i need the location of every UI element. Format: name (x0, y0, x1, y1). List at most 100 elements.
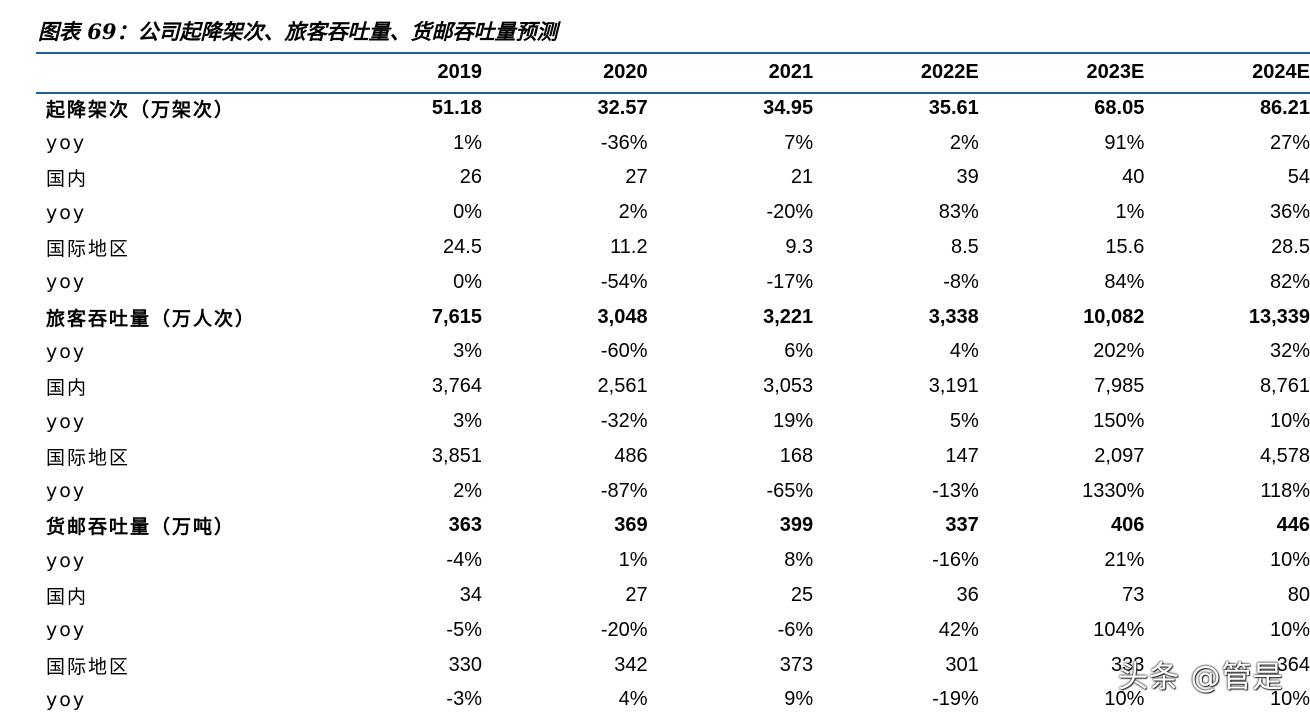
table-cell: 1% (453, 131, 482, 154)
table-row: 国内 3,764 2,561 3,053 3,191 7,985 8,761 (36, 369, 1310, 404)
table-cell: 83% (938, 201, 979, 224)
table-cell: -8% (943, 270, 979, 293)
table-cell: -19% (932, 688, 979, 711)
table-row: 货邮吞吐量（万吨） 363 369 399 337 406 446 (36, 509, 1310, 544)
table-cell: 7,615 (431, 305, 482, 328)
table-cell: 8.5 (950, 236, 979, 259)
row-label: yoy (46, 619, 87, 642)
table-body: 起降架次（万架次） 51.18 32.57 34.95 35.61 68.05 86.21 y… (36, 91, 1310, 717)
table-cell: 39 (956, 166, 979, 189)
header-cell (36, 53, 341, 91)
table-cell: 26 (459, 166, 482, 189)
table-cell: 84% (1104, 270, 1145, 293)
table-cell: 2,561 (597, 375, 648, 398)
table-cell: 27% (1269, 131, 1310, 154)
table-row: yoy 0% -54% -17% -8% 84% 82% (36, 265, 1310, 300)
table-cell: 3,191 (928, 375, 979, 398)
table-cell: 202% (1093, 340, 1145, 363)
table-cell: 34 (459, 584, 482, 607)
table-cell: 21% (1104, 549, 1145, 572)
table-cell: 34.95 (763, 96, 814, 119)
row-label: yoy (46, 340, 87, 363)
table-cell: 6% (784, 340, 814, 363)
table-cell: 32% (1269, 340, 1310, 363)
table-cell: 10,082 (1083, 305, 1145, 328)
table-cell: 10% (1104, 688, 1145, 711)
row-label: 国内 (46, 168, 89, 191)
table-cell: 1% (618, 549, 648, 572)
table-cell: 301 (945, 653, 979, 676)
table-cell: -3% (446, 688, 482, 711)
forecast-table: 2019 2020 2021 2022E 2023E 2024E 起降架次（万架… (36, 53, 1310, 717)
table-cell: 73 (1122, 584, 1145, 607)
table-cell: 13,339 (1248, 305, 1310, 328)
table-cell: 2,097 (1094, 444, 1145, 467)
row-label: 国际地区 (46, 238, 131, 261)
header-cell: 2020 (603, 60, 648, 83)
table-title: 图表 69：公司起降架次、旅客吞吐量、货邮吞吐量预测 (38, 19, 558, 44)
table-row: 国际地区 330 342 373 301 333 364 (36, 648, 1310, 683)
table-cell: 446 (1276, 514, 1310, 537)
table-cell: 91% (1104, 131, 1145, 154)
table-cell: 51.18 (431, 96, 482, 119)
row-label: 国际地区 (46, 446, 131, 469)
header-row: 2019 2020 2021 2022E 2023E 2024E (36, 53, 1310, 91)
table-cell: 369 (614, 514, 648, 537)
table-cell: 19% (773, 410, 814, 433)
table-cell: 486 (614, 444, 648, 467)
table-row: 旅客吞吐量（万人次） 7,615 3,048 3,221 3,338 10,082 13,3… (36, 300, 1310, 335)
table-cell: 118% (1260, 479, 1310, 502)
row-label: 国内 (46, 377, 89, 400)
table-cell: 36% (1269, 201, 1310, 224)
table-row: yoy 0% 2% -20% 83% 1% 36% (36, 195, 1310, 230)
table-cell: -4% (446, 549, 482, 572)
header-cell: 2019 (437, 60, 482, 83)
table-cell: -5% (446, 618, 482, 641)
table-row: yoy 3% -32% 19% 5% 150% 10% (36, 404, 1310, 439)
table-cell: 24.5 (443, 236, 482, 259)
table-cell: -13% (932, 479, 979, 502)
table-cell: 2% (949, 131, 979, 154)
row-label: 国际地区 (46, 655, 131, 678)
table-cell: 27 (625, 584, 648, 607)
row-label: yoy (46, 549, 87, 572)
table-cell: -54% (600, 270, 648, 293)
table-cell: 35.61 (928, 96, 979, 119)
table-cell: 2% (453, 479, 482, 502)
row-label: yoy (46, 688, 87, 711)
table-row: yoy 3% -60% 6% 4% 202% 32% (36, 335, 1310, 370)
table-cell: 399 (779, 514, 814, 537)
row-label: yoy (46, 271, 87, 294)
table-cell: 82% (1269, 270, 1310, 293)
table-cell: 3,221 (763, 305, 814, 328)
table-cell: 4,578 (1259, 444, 1310, 467)
table-cell: 363 (448, 514, 482, 537)
table-cell: 36 (956, 584, 979, 607)
row-label: yoy (46, 132, 87, 155)
table-cell: 8,761 (1259, 375, 1310, 398)
table-cell: 9.3 (785, 236, 814, 259)
table-cell: 3,338 (928, 305, 979, 328)
table-cell: 3,764 (431, 375, 482, 398)
row-label: 货邮吞吐量（万吨） (46, 516, 236, 539)
table-row: 起降架次（万架次） 51.18 32.57 34.95 35.61 68.05 86.21 (36, 91, 1310, 126)
header-cell: 2022E (920, 60, 979, 83)
table-cell: 11.2 (610, 236, 648, 259)
table-cell: -6% (777, 618, 814, 641)
row-label: 国内 (46, 586, 89, 609)
table-cell: 21 (790, 166, 814, 189)
table-cell: 7% (784, 131, 814, 154)
table-cell: 342 (614, 653, 648, 676)
header-rule (36, 92, 1310, 94)
table-row: yoy -3% 4% 9% -19% 10% 10% (36, 683, 1310, 717)
table-cell: 5% (949, 410, 979, 433)
table-cell: 3,048 (597, 305, 648, 328)
table-cell: 0% (453, 201, 482, 224)
table-cell: 104% (1093, 618, 1145, 641)
table-cell: -20% (600, 618, 648, 641)
row-label: yoy (46, 480, 87, 503)
table-cell: 8% (784, 549, 814, 572)
table-cell: 330 (448, 653, 482, 676)
table-cell: -36% (600, 131, 648, 154)
table-cell: 406 (1110, 514, 1145, 537)
